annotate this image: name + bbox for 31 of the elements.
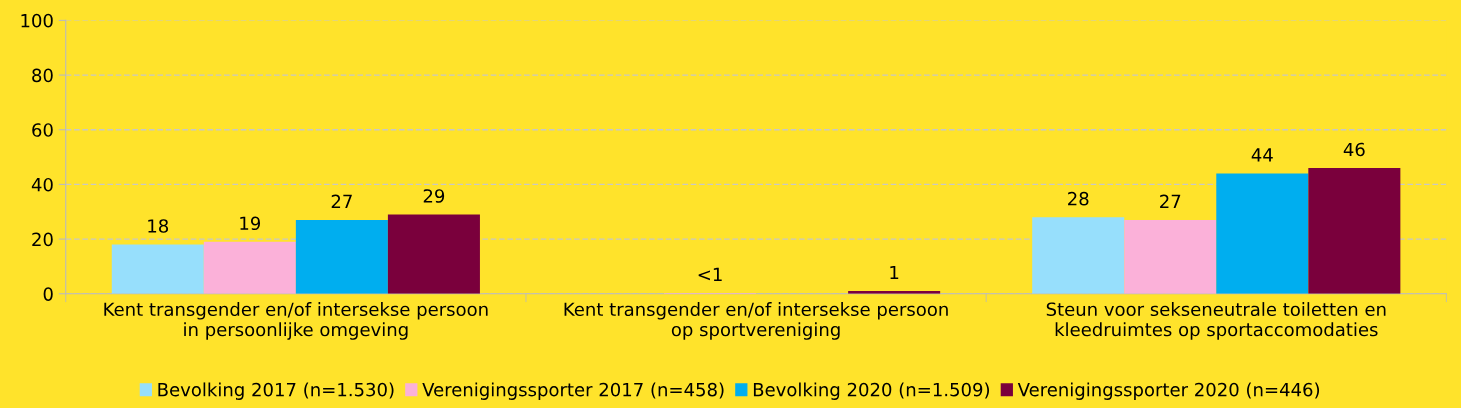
bar — [111, 244, 204, 294]
data-label: 44 — [1251, 148, 1273, 162]
legend-label: Verenigingssporter 2017 (n=458) — [422, 382, 724, 400]
y-tick-label: 40 — [31, 177, 53, 192]
legend-label: Bevolking 2020 (n=1.509) — [753, 382, 990, 400]
y-tick-label: 80 — [32, 68, 53, 83]
y-tick-label: 100 — [21, 13, 53, 28]
data-label: <1 — [698, 267, 722, 281]
bar — [1308, 168, 1401, 294]
y-tick-label: 20 — [32, 232, 53, 247]
data-label: 1 — [890, 265, 899, 280]
y-tick-label: 60 — [32, 123, 53, 137]
legend-label: Verenigingssporter 2020 (n=446) — [1017, 382, 1320, 400]
legend-label: Bevolking 2017 (n=1.530) — [158, 382, 394, 400]
data-label: 27 — [1160, 194, 1181, 208]
data-label: 28 — [1068, 191, 1089, 206]
data-label: 27 — [331, 194, 352, 208]
bar — [203, 241, 296, 294]
bar — [1124, 219, 1217, 294]
bar — [1032, 217, 1125, 294]
y-tick-label: 0 — [43, 287, 53, 301]
x-tick-label: Steun voor sekseneutrale toiletten en kleedruimtes op sportaccomodaties — [1046, 302, 1386, 340]
data-label: 19 — [240, 216, 261, 231]
bar — [295, 219, 388, 294]
data-label: 18 — [148, 219, 169, 233]
bar — [1216, 173, 1309, 294]
data-label: 46 — [1343, 142, 1365, 157]
x-tick-label: Kent transgender en/of intersekse persoon in persoonlijke omgeving — [104, 302, 488, 340]
x-tick-label: Kent transgender en/of intersekse persoon op sportvereniging — [564, 302, 948, 340]
bar — [387, 214, 480, 294]
data-label: 29 — [423, 189, 445, 203]
